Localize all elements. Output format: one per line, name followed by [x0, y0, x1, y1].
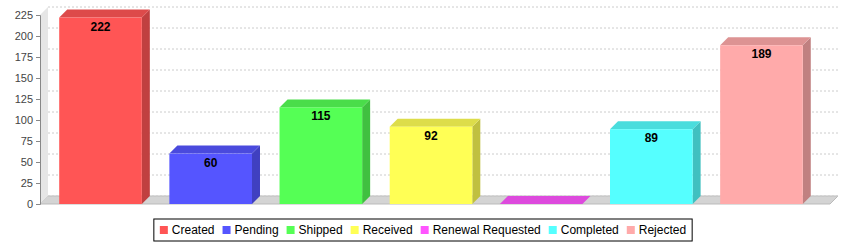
grid-line — [48, 7, 838, 8]
tick-label: 125 — [15, 93, 33, 105]
bar — [500, 204, 583, 205]
legend: Created Pending Shipped Received Renewal Req… — [154, 219, 692, 241]
data-label: 92 — [424, 129, 438, 143]
tick-label: 200 — [15, 30, 33, 42]
tick-mark — [36, 141, 40, 142]
tick-label: 0 — [27, 198, 33, 210]
tick-mark — [36, 78, 40, 79]
bar — [390, 127, 473, 204]
grid-line — [48, 28, 838, 29]
bar-top — [720, 37, 811, 45]
bar-top — [280, 99, 371, 107]
bar-top — [610, 121, 701, 129]
legend-label: Shipped — [299, 223, 343, 237]
legend-item: Created — [160, 223, 215, 237]
legend-swatch — [627, 226, 635, 234]
tick: 75 — [21, 135, 40, 147]
data-label: 189 — [751, 47, 771, 61]
bar-top — [59, 10, 150, 18]
legend-swatch — [421, 226, 429, 234]
tick-mark — [36, 99, 40, 100]
legend-item: Pending — [223, 223, 279, 237]
legend-item: Shipped — [287, 223, 343, 237]
bars — [59, 10, 811, 204]
legend-label: Rejected — [639, 223, 686, 237]
tick: 0 — [27, 198, 40, 210]
chart: 0 25 50 75 100 125 150 175 200 225 222 60 115 92 89 189… — [0, 0, 846, 243]
tick-label: 50 — [21, 156, 33, 168]
legend-box — [154, 219, 692, 241]
legend-item: Received — [351, 223, 413, 237]
data-label: 222 — [91, 20, 111, 34]
legend-label: Completed — [561, 223, 619, 237]
bar — [720, 45, 803, 204]
legend-label: Pending — [235, 223, 279, 237]
wall — [40, 7, 48, 204]
bar-top — [169, 146, 260, 154]
bar-top — [500, 196, 591, 204]
legend-swatch — [160, 226, 168, 234]
tick-mark — [36, 57, 40, 58]
tick-label: 225 — [15, 9, 33, 21]
legend-swatch — [549, 226, 557, 234]
tick: 150 — [15, 72, 40, 84]
grid-line — [48, 70, 838, 71]
bar-side — [252, 146, 260, 204]
legend-label: Received — [363, 223, 413, 237]
bar-side — [142, 10, 150, 204]
tick-mark — [36, 162, 40, 163]
tick-label: 100 — [15, 114, 33, 126]
tick: 225 — [15, 9, 40, 21]
legend-item: Renewal Requested — [421, 223, 541, 237]
legend-label: Created — [172, 223, 215, 237]
legend-item: Rejected — [627, 223, 686, 237]
bar-side — [803, 37, 811, 204]
tick-mark — [36, 36, 40, 37]
bar — [610, 129, 693, 204]
bar-side — [693, 121, 701, 204]
tick-mark — [36, 120, 40, 121]
legend-item: Completed — [549, 223, 619, 237]
bar-side — [472, 119, 480, 204]
legend-swatch — [223, 226, 231, 234]
data-label: 115 — [311, 109, 331, 123]
data-labels: 222 60 115 92 89 189 — [91, 20, 772, 170]
y-axis: 0 25 50 75 100 125 150 175 200 225 — [15, 9, 41, 210]
tick-label: 75 — [21, 135, 33, 147]
tick: 175 — [15, 51, 40, 63]
tick-label: 150 — [15, 72, 33, 84]
bar — [169, 154, 252, 204]
tick-label: 25 — [21, 177, 33, 189]
tick: 100 — [15, 114, 40, 126]
grid-line — [48, 49, 838, 50]
tick: 25 — [21, 177, 40, 189]
tick-mark — [36, 183, 40, 184]
tick: 125 — [15, 93, 40, 105]
legend-swatch — [351, 226, 359, 234]
bar — [59, 18, 142, 204]
tick-mark — [36, 204, 40, 205]
grid-line — [48, 112, 838, 113]
bar-top — [390, 119, 481, 127]
tick: 200 — [15, 30, 40, 42]
tick-label: 175 — [15, 51, 33, 63]
data-label: 89 — [645, 131, 659, 145]
tick-mark — [36, 15, 40, 16]
legend-swatch — [287, 226, 295, 234]
data-label: 60 — [204, 156, 218, 170]
bar-side — [362, 99, 370, 204]
axis-line — [36, 16, 41, 205]
grid-line — [48, 91, 838, 92]
legend-label: Renewal Requested — [433, 223, 541, 237]
tick: 50 — [21, 156, 40, 168]
bar — [280, 107, 363, 204]
